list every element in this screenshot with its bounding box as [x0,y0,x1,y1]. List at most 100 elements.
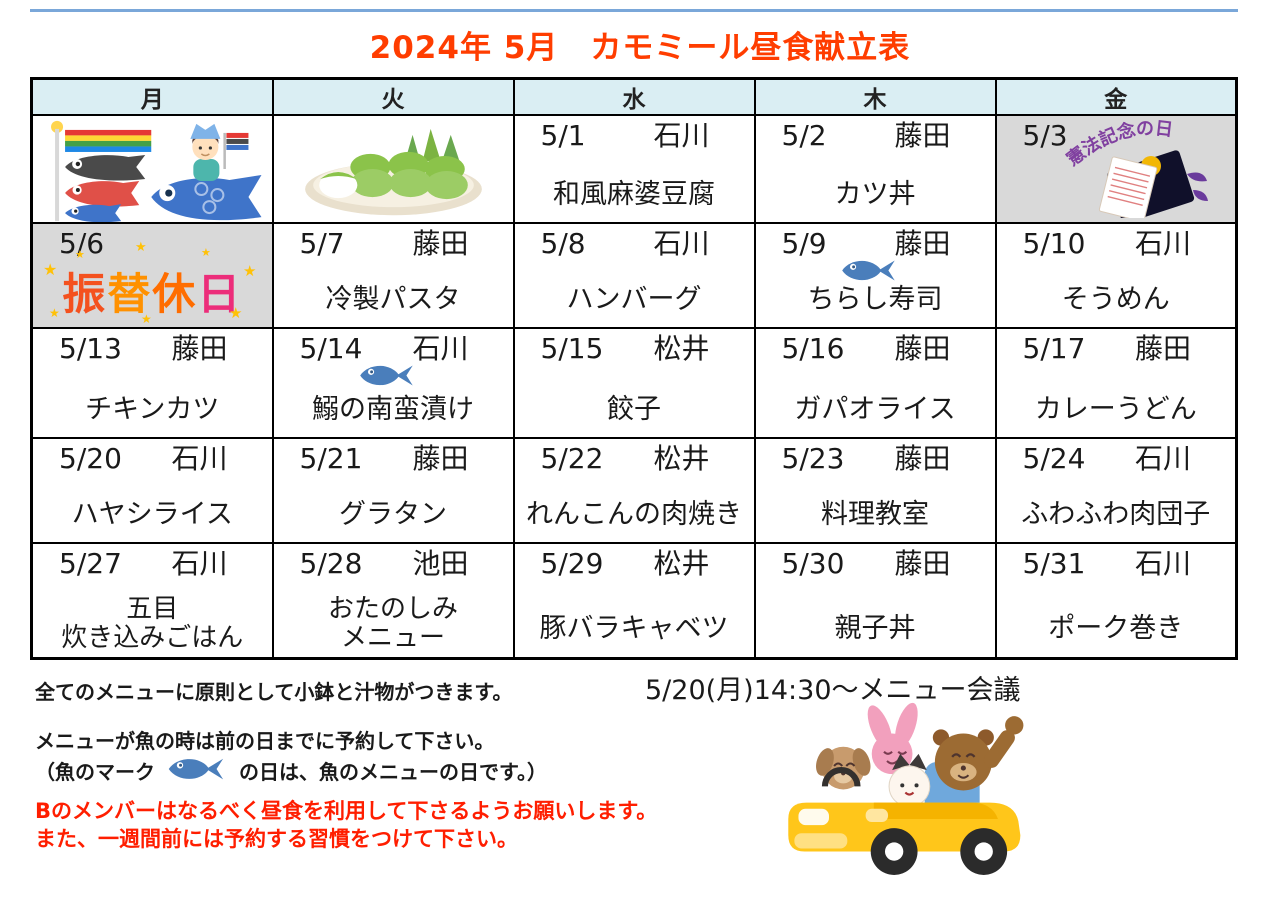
cell-date-row: 5/28 池田 [274,544,513,580]
note-fish-line1: メニューが魚の時は前の日までに予約して下さい。 [35,729,495,753]
cell-date: 5/9 [781,227,827,260]
cell-date: 5/22 [540,442,604,475]
menu-calendar-table: 月火水木金 [30,77,1238,660]
cell-date-row: 5/15 松井 [515,329,754,365]
fish-icon [837,256,899,285]
calendar-cell-5-7: 5/7 藤田 冷製パスタ [271,222,515,329]
cell-date-row: 5/21 藤田 [274,439,513,475]
cell-date: 5/21 [299,442,363,475]
cell-menu: グラタン [339,498,447,530]
calendar-cell-5-22: 5/22 松井 れんこんの肉焼き [512,437,756,544]
calendar-cell-5-21: 5/21 藤田グラタン [271,437,515,544]
cell-staff: 藤田 [894,119,951,152]
cell-staff: 石川 [653,227,710,260]
note-fish-line2-prefix: （魚のマーク [35,760,155,784]
cell-date: 5/15 [540,332,604,365]
fish-icon [161,754,229,784]
star-icon: ★ [75,248,85,261]
cell-menu: ガパオライス [794,393,956,425]
calendar-cell-5-27: 5/27 石川 五目 炊き込みごはん [30,542,274,659]
star-icon: ★ [141,312,152,326]
calendar-cell-5-20: 5/20 石川 ハヤシライス [30,437,274,544]
weekday-header-2: 火 [271,77,515,116]
meeting-note: 5/20(月)14:30～メニュー会議 [645,675,1021,706]
cell-menu: 親子丼 [834,613,916,645]
star-icon: ★ [201,246,211,259]
cell-menu: 餃子 [607,393,661,425]
koinobori-illustration [33,116,272,222]
cell-date: 5/20 [59,442,122,475]
fish-icon [355,361,417,390]
cell-menu: カツ丼 [834,178,916,210]
star-icon: ★ [229,304,243,322]
holiday-label-char: 替 [107,270,153,320]
cell-date-row: 5/30 藤田 [756,544,995,580]
warning-line2: また、一週間前には予約する習慣をつけて下さい。 [35,826,518,851]
note-fish-icon-slot [155,754,239,790]
calendar-cell-5-9: 5/9 藤田 ちらし寿司 [753,222,997,329]
cell-menu: カレーうどん [1034,393,1197,425]
cell-staff: 池田 [412,547,469,580]
cell-date: 5/28 [299,547,363,580]
top-border-line [30,9,1238,12]
cell-staff: 藤田 [894,547,951,580]
cell-date-row: 5/14 石川 [274,329,513,365]
holiday-label-char: 振 [62,270,108,320]
cell-menu: ハヤシライス [71,498,233,530]
cell-menu: 料理教室 [821,498,929,530]
cell-date-row: 5/7 藤田 [274,224,513,260]
page-title: 2024年 5月 カモミール昼食献立表 [369,30,911,66]
cell-staff: 石川 [653,119,710,152]
cell-date: 5/3 [1022,119,1068,152]
calendar-cell-5-14: 5/14 石川 鰯の南蛮漬け [271,327,515,439]
cell-date: 5/30 [781,547,845,580]
cell-menu: 豚バラキャベツ [539,613,729,645]
calendar-cell-5-31: 5/31 石川 ポーク巻き [994,542,1238,659]
cell-menu: 鰯の南蛮漬け [312,393,474,425]
cell-menu: ちらし寿司 [807,283,943,315]
cell-menu: 五目 炊き込みごはん [61,594,244,654]
animals-car-illustration [772,698,1057,888]
cell-date: 5/14 [299,332,363,365]
cell-staff: 石川 [1134,547,1191,580]
holiday-label-char: 休 [152,270,198,320]
weekday-header-1: 月 [30,77,274,116]
calendar-cell-5-15: 5/15 松井餃子 [512,327,756,439]
cell-date-row: 5/31 石川 [997,544,1236,580]
warning-line1: Bのメンバーはなるべく昼食を利用して下さるようお願いします。 [35,799,658,823]
calendar-cell-5-13: 5/13 藤田 チキンカツ [30,327,274,439]
cell-date-row: 5/13 藤田 [33,329,272,365]
cell-date-row: 5/17 藤田 [997,329,1236,365]
cell-date-row: 5/6 [33,224,272,260]
cell-date: 5/17 [1022,332,1086,365]
note-fish-reservation: メニューが魚の時は前の日までに予約して下さい。 （魚のマーク の日は、魚のメニュ… [35,728,547,790]
cell-staff: 藤田 [1134,332,1191,365]
kashiwa-mochi-illustration [274,116,513,222]
cell-date-row: 5/24 石川 [997,439,1236,475]
calendar-cell-5-1: 5/1 石川 和風麻婆豆腐 [512,114,756,224]
cell-menu: おたのしみ メニュー [327,594,458,654]
cell-date-row: 5/1 石川 [515,116,754,152]
cell-staff: 石川 [1134,442,1191,475]
cell-staff: 松井 [653,442,710,475]
cell-date: 5/13 [59,332,122,365]
cell-staff: 石川 [1134,227,1191,260]
calendar-cell-5-24: 5/24 石川 ふわふわ肉団子 [994,437,1238,544]
cell-date: 5/8 [540,227,586,260]
calendar-cell-5-29: 5/29 松井 豚バラキャベツ [512,542,756,659]
calendar-cell-5-16: 5/16 藤田 ガパオライス [753,327,997,439]
calendar-cell-illustration [271,114,515,224]
cell-staff: 藤田 [894,332,951,365]
note-side-dish: 全てのメニューに原則として小鉢と汁物がつきます。 [35,680,513,704]
cell-date: 5/2 [781,119,827,152]
cell-date: 5/7 [299,227,345,260]
star-icon: ★ [43,260,58,279]
cell-date: 5/1 [540,119,586,152]
star-icon: ★ [135,240,147,255]
cell-date: 5/27 [59,547,122,580]
calendar-cell-5-2: 5/2 藤田カツ丼 [753,114,997,224]
constitution-day-illustration: 憲法記念の日 [1055,116,1233,218]
calendar-cell-5-30: 5/30 藤田親子丼 [753,542,997,659]
star-icon: ★ [49,306,60,320]
cell-date: 5/31 [1022,547,1086,580]
